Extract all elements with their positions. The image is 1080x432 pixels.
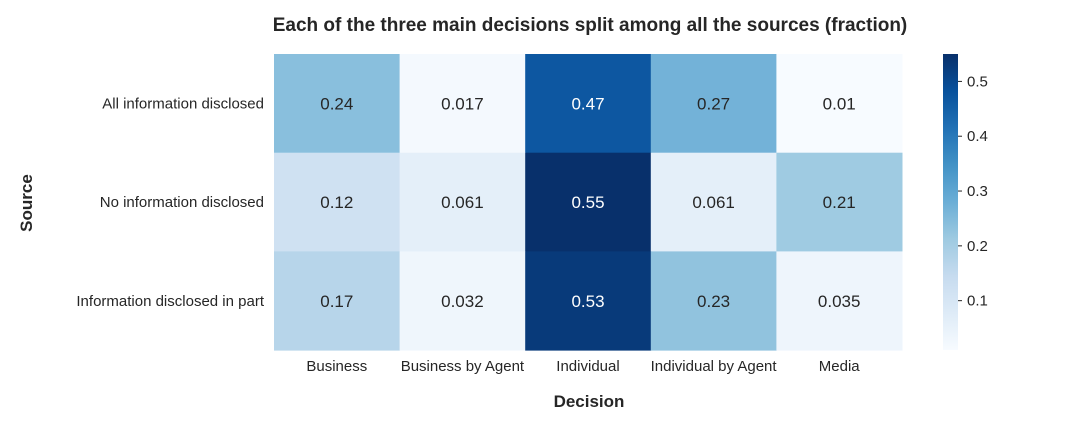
cell-value-label: 0.032 [441, 292, 484, 311]
cell-value-label: 0.21 [823, 193, 856, 212]
cell-value-label: 0.24 [320, 94, 353, 113]
heatmap-cell [274, 54, 401, 154]
x-tick-label: Media [819, 358, 861, 375]
cell-value-label: 0.27 [697, 94, 730, 113]
chart-title: Each of the three main decisions split a… [272, 15, 908, 36]
x-tick-label: Individual by Agent [651, 358, 778, 375]
y-tick-labels: All information disclosed No information … [76, 95, 264, 309]
colorbar-tick-label: 0.4 [967, 128, 988, 145]
colorbar-tick-label: 0.5 [967, 73, 988, 90]
cell-value-label: 0.12 [320, 193, 353, 212]
colorbar-tick-label: 0.2 [967, 238, 988, 255]
heatmap-cell [399, 54, 526, 154]
heatmap-cell [399, 152, 526, 252]
x-tick-label: Business by Agent [401, 358, 525, 375]
colorbar-ticks: 0.1 0.2 0.3 0.4 0.5 [958, 73, 988, 310]
heatmap-cell [525, 54, 652, 154]
heatmap-cell [776, 152, 903, 252]
cell-value-label: 0.17 [320, 292, 353, 311]
x-axis-label: Decision [553, 392, 625, 411]
heatmap-cells [274, 54, 903, 351]
cell-value-label: 0.55 [571, 193, 604, 212]
heatmap-cell [274, 152, 401, 252]
cell-value-label: 0.01 [823, 94, 856, 113]
heatmap-cell [650, 251, 777, 351]
y-tick-label: No information disclosed [100, 194, 264, 211]
y-tick-label: Information disclosed in part [76, 293, 264, 310]
heatmap-cell-labels: 0.24 0.017 0.47 0.27 0.01 0.12 0.061 0.55 0.061 0… [320, 94, 860, 310]
colorbar-tick-label: 0.1 [967, 293, 988, 310]
heatmap-cell [776, 251, 903, 351]
heatmap-cell [274, 251, 401, 351]
x-tick-label: Business [306, 358, 367, 375]
cell-value-label: 0.47 [571, 94, 604, 113]
heatmap-cell [525, 251, 652, 351]
cell-value-label: 0.017 [441, 94, 484, 113]
heatmap-cell [650, 54, 777, 154]
colorbar [943, 54, 958, 350]
heatmap-cell [650, 152, 777, 252]
cell-value-label: 0.035 [818, 292, 861, 311]
cell-value-label: 0.061 [441, 193, 484, 212]
cell-value-label: 0.23 [697, 292, 730, 311]
y-tick-label: All information disclosed [102, 95, 264, 112]
cell-value-label: 0.53 [571, 292, 604, 311]
x-tick-labels: Business Business by Agent Individual Indiv… [306, 358, 860, 375]
cell-value-label: 0.061 [692, 193, 735, 212]
x-tick-label: Individual [556, 358, 619, 375]
heatmap-cell [776, 54, 903, 154]
heatmap-cell [399, 251, 526, 351]
colorbar-tick-label: 0.3 [967, 183, 988, 200]
heatmap-cell [525, 152, 652, 252]
